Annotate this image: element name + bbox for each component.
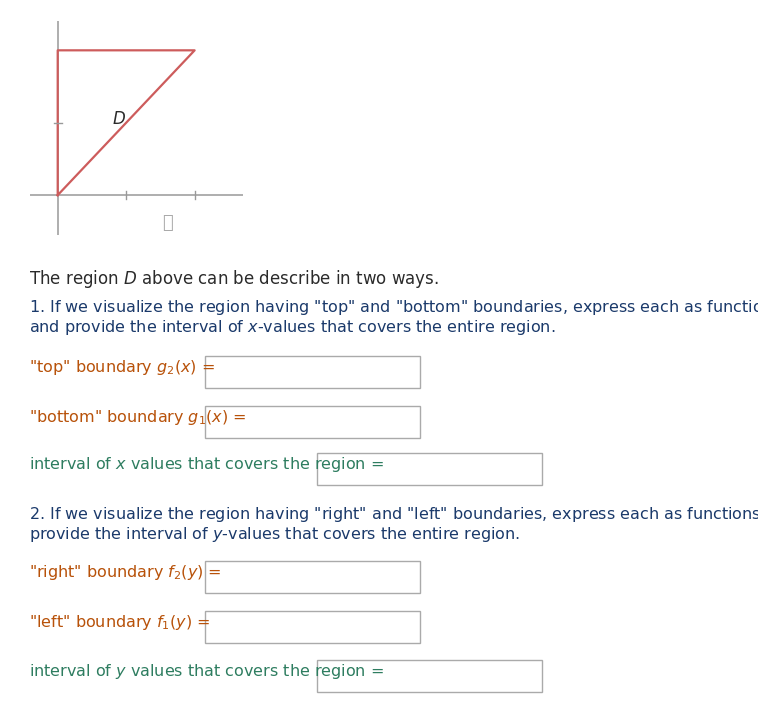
Text: interval of $y$ values that covers the region =: interval of $y$ values that covers the r…	[29, 662, 384, 681]
Text: ⌕: ⌕	[162, 214, 173, 231]
Text: interval of $x$ values that covers the region =: interval of $x$ values that covers the r…	[29, 455, 384, 474]
Text: 1. If we visualize the region having "top" and "bottom" boundaries, express each: 1. If we visualize the region having "to…	[29, 298, 758, 317]
Text: provide the interval of $y$-values that covers the entire region.: provide the interval of $y$-values that …	[29, 525, 520, 544]
Text: $D$: $D$	[112, 110, 127, 128]
Text: 2. If we visualize the region having "right" and "left" boundaries, express each: 2. If we visualize the region having "ri…	[29, 505, 758, 524]
Text: and provide the interval of $x$-values that covers the entire region.: and provide the interval of $x$-values t…	[29, 318, 555, 337]
Text: The region $D$ above can be describe in two ways.: The region $D$ above can be describe in …	[29, 268, 439, 290]
Text: "left" boundary $f_1(y)$ =: "left" boundary $f_1(y)$ =	[29, 613, 210, 632]
Text: "bottom" boundary $g_1(x)$ =: "bottom" boundary $g_1(x)$ =	[29, 408, 246, 427]
Text: "top" boundary $g_2(x)$ =: "top" boundary $g_2(x)$ =	[29, 358, 215, 377]
Text: "right" boundary $f_2(y)$ =: "right" boundary $f_2(y)$ =	[29, 563, 221, 582]
